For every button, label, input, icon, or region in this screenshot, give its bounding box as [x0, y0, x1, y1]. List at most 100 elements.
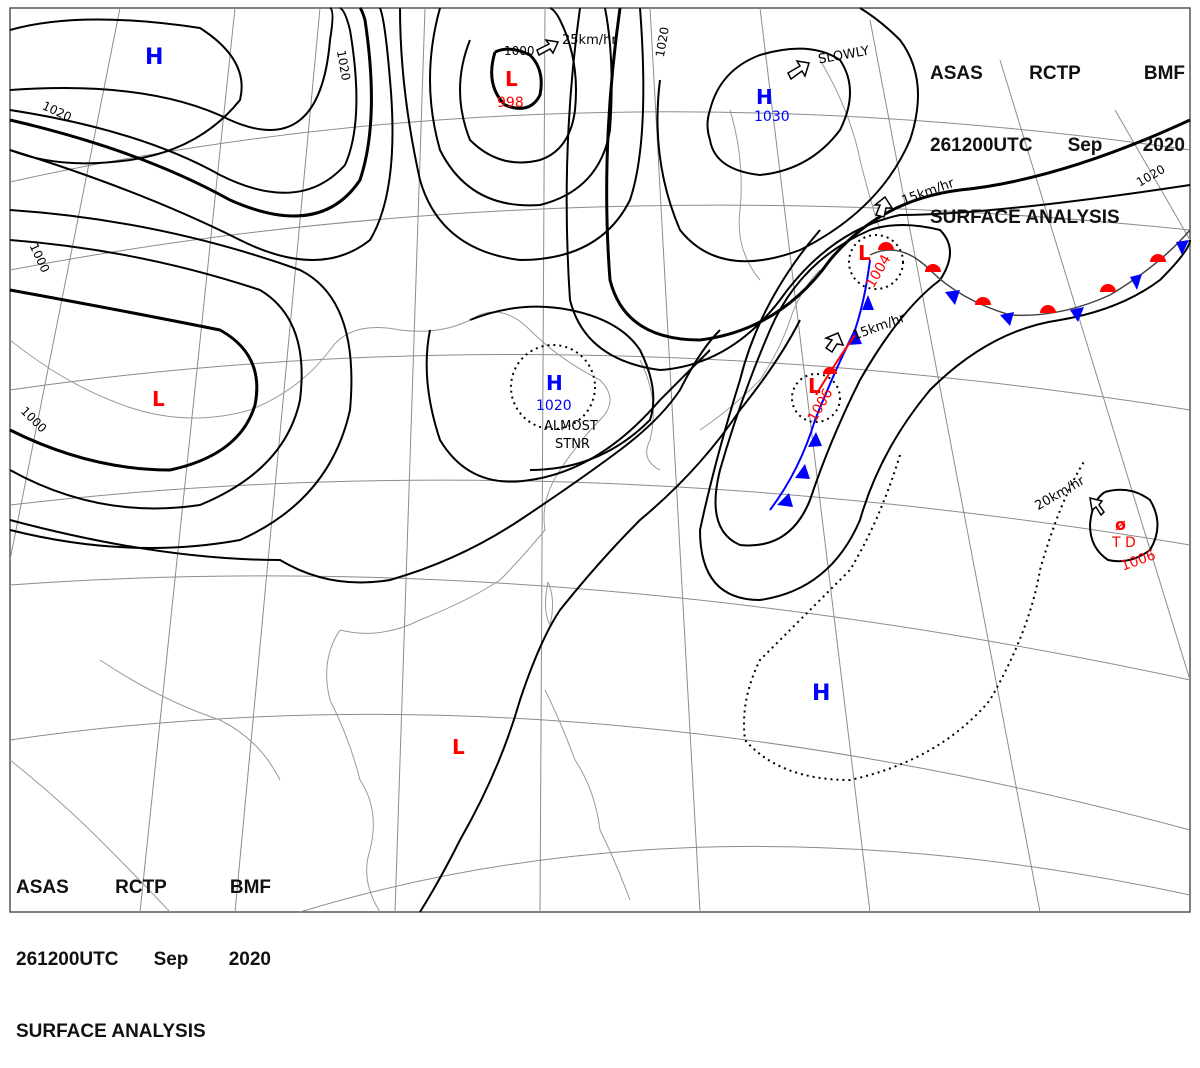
isobar-label: 1020 — [334, 49, 353, 82]
longitude-line — [1114, 109, 1191, 241]
header-year: 2020 — [1142, 135, 1185, 156]
motion-arrows — [536, 38, 1105, 517]
header-unit: BMF — [229, 877, 271, 898]
header-row-1: ASAS RCTP BMF — [16, 876, 271, 900]
isobar-label: 1020 — [653, 26, 672, 59]
high-center-nw: H — [145, 45, 163, 70]
graticule — [9, 7, 1191, 913]
cold-front-triangle — [1000, 312, 1014, 326]
low-center-south: L — [452, 735, 465, 759]
coastline-asia-north — [9, 311, 531, 419]
cold-front-triangle — [1130, 274, 1142, 290]
header-year: 2020 — [228, 949, 271, 970]
isobar — [9, 239, 303, 510]
header-row-1: ASAS RCTP BMF — [930, 62, 1185, 86]
isobar — [425, 329, 711, 483]
low-center-front-a: L — [858, 241, 871, 265]
low-center-west: L — [152, 387, 165, 411]
coastline-china-east — [339, 329, 611, 634]
header-unit: BMF — [1143, 63, 1185, 84]
header-time: 261200UTC — [930, 135, 1033, 156]
coastline-india — [9, 759, 171, 913]
motion-arrow — [823, 332, 845, 354]
isobars — [9, 6, 1191, 913]
cold-front-triangle — [808, 432, 822, 447]
dotted-isobar — [791, 373, 841, 423]
latitude-line — [9, 479, 1191, 546]
latitude-line — [9, 204, 1191, 271]
longitude-line — [394, 7, 426, 913]
isobar — [9, 6, 373, 218]
motion-arrow — [536, 38, 560, 57]
header-time: 261200UTC — [16, 949, 119, 970]
isobar — [656, 7, 919, 263]
warm-front-bump — [1100, 284, 1116, 292]
isobar — [9, 7, 334, 131]
tropical-depression-symbol: ø — [1115, 515, 1126, 534]
longitude-line — [759, 7, 871, 913]
cold-front-triangle — [1176, 240, 1189, 255]
motion-label-center-line2: STNR — [555, 437, 590, 452]
header-title: SURFACE ANALYSIS — [930, 207, 1120, 228]
header-row-3: SURFACE ANALYSIS — [16, 1020, 271, 1044]
isobar — [714, 224, 951, 547]
longitude-line — [869, 19, 1041, 913]
header-title: SURFACE ANALYSIS — [16, 1021, 206, 1042]
cold-front-triangle — [945, 290, 960, 305]
header-row-3: SURFACE ANALYSIS — [930, 206, 1185, 230]
longitude-line — [9, 7, 121, 561]
longitude-line — [999, 59, 1191, 681]
isobar — [605, 7, 1191, 342]
header-row-2: 261200UTC Sep 2020 — [930, 134, 1185, 158]
warm-front-bump — [1040, 305, 1056, 313]
header-row-2: 261200UTC Sep 2020 — [16, 948, 271, 972]
header-station: RCTP — [115, 877, 167, 898]
isobar — [490, 47, 543, 110]
header-agency: ASAS — [16, 877, 69, 898]
warm-front-line — [815, 334, 856, 396]
cold-front — [769, 259, 874, 511]
low-center-north: L — [505, 67, 518, 91]
header-top-right: ASAS RCTP BMF 261200UTC Sep 2020 SURFACE… — [930, 14, 1185, 254]
pressure-centers: H L 998 H 1030 L H 1020 L 1004 L 1006 H … — [145, 45, 1158, 759]
cold-front-triangle — [795, 464, 810, 479]
low-value-north: 998 — [497, 95, 524, 111]
cold-front-triangle — [1070, 307, 1084, 322]
latitude-line — [9, 713, 1191, 831]
isobar-label: 1000 — [504, 44, 535, 58]
motion-arrow — [1089, 496, 1105, 517]
warm-front-bump — [1150, 254, 1166, 262]
tropical-depression-label: T D — [1111, 535, 1136, 551]
header-month: Sep — [153, 949, 189, 970]
isobar — [9, 209, 353, 549]
stationary-front — [869, 229, 1191, 326]
isobar — [565, 7, 1191, 372]
warm-front-bump — [975, 297, 991, 305]
isobar — [9, 329, 721, 584]
stationary-front-line — [869, 229, 1191, 317]
cold-front-line — [769, 259, 871, 511]
map-frame — [9, 7, 1191, 913]
latitude-line — [9, 353, 1191, 411]
high-center-ne: H — [756, 85, 773, 109]
dotted-isobar — [848, 234, 904, 290]
longitude-line — [649, 7, 701, 913]
cold-front-triangle — [862, 295, 874, 310]
latitude-line — [9, 575, 1191, 681]
surface-analysis-map: 1020 1020 1020 1020 1000 1000 1000 H L 9… — [9, 6, 1191, 913]
isobar — [9, 18, 243, 165]
latitude-line — [9, 111, 1191, 183]
header-month: Sep — [1067, 135, 1103, 156]
dotted-isobars — [510, 234, 1086, 782]
longitude-line — [234, 7, 321, 913]
motion-arrow — [787, 59, 810, 81]
coastline-indochina — [326, 629, 381, 913]
isobar — [9, 288, 259, 472]
high-center-mid: H — [546, 371, 563, 395]
isobar — [1088, 488, 1159, 563]
coastline-korea — [639, 359, 661, 471]
motion-label-north-low: 25km/hr — [562, 33, 617, 48]
isobar — [469, 305, 655, 471]
coastline-philippines — [544, 689, 631, 901]
header-agency: ASAS — [930, 63, 983, 84]
